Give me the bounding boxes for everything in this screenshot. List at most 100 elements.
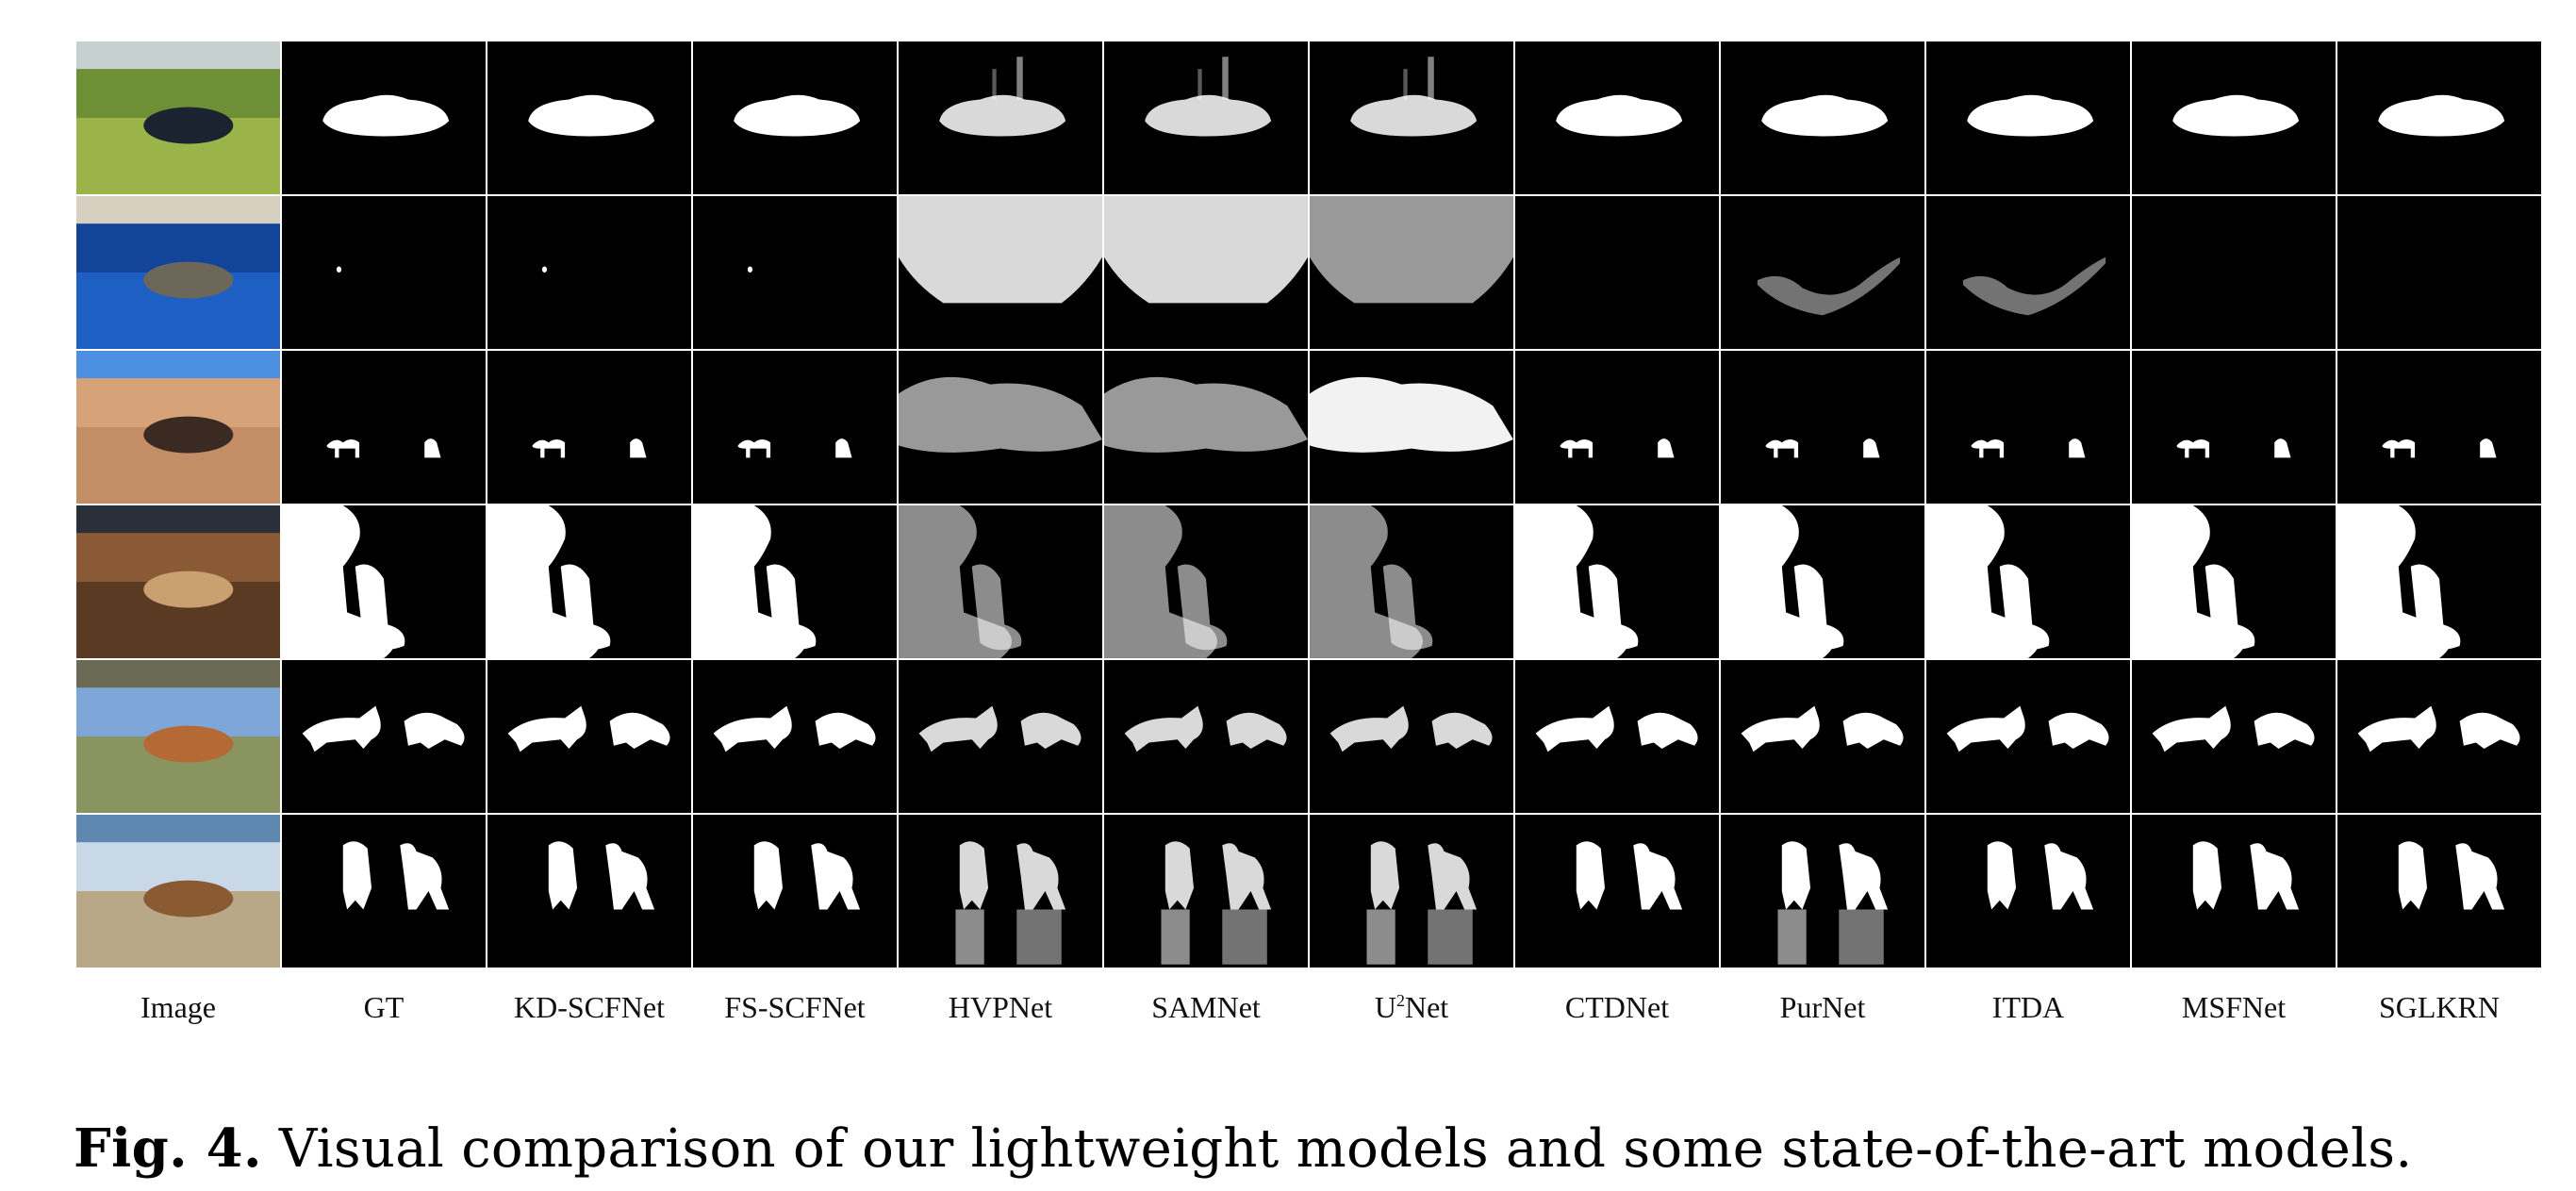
saliency-mask (548, 841, 655, 910)
saliency-map-r4-purnet (1721, 505, 1924, 658)
saliency-map-r5-fs-scfnet (693, 660, 897, 813)
saliency-mask (1576, 841, 1683, 910)
column-label-sglkrn: SGLKRN (2378, 990, 2500, 1024)
column-label-u2net: U2Net (1374, 990, 1449, 1024)
saliency-map-r1-u2net (1310, 41, 1513, 194)
saliency-mask (1946, 705, 2109, 753)
saliency-mask (1104, 196, 1308, 304)
saliency-map-r4-fs-scfnet (693, 505, 897, 658)
saliency-map-r5-purnet (1721, 660, 1924, 813)
column-label-fs-scfnet: FS-SCFNet (724, 990, 866, 1024)
saliency-map-r4-samnet (1104, 505, 1308, 658)
saliency-mask (1926, 505, 2050, 658)
saliency-mask (1556, 94, 1683, 137)
saliency-mask (1124, 705, 1287, 753)
saliency-mask (1765, 438, 1880, 458)
saliency-mask (1310, 505, 1433, 658)
saliency-map-r2-hvpnet (899, 196, 1102, 349)
saliency-map-r1-hvpnet (899, 41, 1102, 194)
saliency-map-r2-samnet (1104, 196, 1308, 349)
saliency-map-r4-hvpnet (899, 505, 1102, 658)
saliency-mask (1161, 841, 1272, 965)
saliency-mask (2337, 505, 2461, 658)
saliency-mask (528, 94, 655, 137)
saliency-map-r2-ctdnet (1515, 196, 1719, 349)
input-image-1 (76, 41, 280, 194)
saliency-map-r4-gt (282, 505, 486, 658)
saliency-mask (507, 705, 670, 753)
caption-text: Visual comparison of our lightweight mod… (278, 1118, 2413, 1180)
saliency-mask (1104, 505, 1228, 658)
saliency-map-r3-purnet (1721, 351, 1924, 504)
saliency-mask (2132, 196, 2336, 349)
saliency-mask (1777, 841, 1889, 965)
saliency-mask (2398, 841, 2505, 910)
saliency-map-r1-fs-scfnet (693, 41, 897, 194)
saliency-mask (2337, 196, 2541, 349)
saliency-map-r4-ctdnet (1515, 505, 1719, 658)
saliency-map-r6-gt (282, 815, 486, 968)
saliency-mask (2132, 505, 2255, 658)
saliency-map-r1-gt (282, 41, 486, 194)
saliency-map-r6-fs-scfnet (693, 815, 897, 968)
saliency-mask (1366, 841, 1478, 965)
saliency-mask (713, 705, 876, 753)
column-label-ctdnet: CTDNet (1564, 990, 1670, 1024)
saliency-map-r3-hvpnet (899, 351, 1102, 504)
saliency-mask (302, 705, 465, 753)
column-label-kd-scfnet: KD-SCFNet (513, 990, 665, 1024)
saliency-mask (282, 505, 405, 658)
saliency-map-r6-samnet (1104, 815, 1308, 968)
saliency-map-r5-gt (282, 660, 486, 813)
saliency-map-r6-ctdnet (1515, 815, 1719, 968)
saliency-mask (326, 438, 441, 458)
saliency-map-r5-sglkrn (2337, 660, 2541, 813)
saliency-mask (899, 505, 1022, 658)
saliency-map-r1-samnet (1104, 41, 1308, 194)
saliency-mask (737, 438, 852, 458)
saliency-map-r6-itda (1926, 815, 2130, 968)
saliency-mask (899, 376, 1102, 453)
scene-thumbnail (76, 351, 280, 504)
saliency-map-r5-samnet (1104, 660, 1308, 813)
scene-thumbnail (76, 505, 280, 658)
saliency-map-r3-sglkrn (2337, 351, 2541, 504)
saliency-map-r3-u2net (1310, 351, 1513, 504)
figure-caption: Fig. 4. Visual comparison of our lightwe… (74, 1117, 2544, 1180)
saliency-mask (1535, 705, 1698, 753)
saliency-mask (2357, 705, 2520, 753)
saliency-mask (1761, 94, 1889, 137)
saliency-mask (1967, 94, 2094, 137)
saliency-mask (2176, 438, 2291, 458)
saliency-mask (734, 94, 861, 137)
saliency-mask (1310, 376, 1513, 453)
saliency-map-r6-kd-scfnet (487, 815, 691, 968)
column-label-image: Image (140, 990, 216, 1024)
input-image-2 (76, 196, 280, 349)
saliency-map-r3-samnet (1104, 351, 1308, 504)
saliency-map-r4-itda (1926, 505, 2130, 658)
saliency-map-r6-hvpnet (899, 815, 1102, 968)
saliency-map-r2-u2net (1310, 196, 1513, 349)
saliency-map-r2-itda (1926, 196, 2130, 349)
saliency-mask (2192, 841, 2300, 910)
saliency-map-r6-sglkrn (2337, 815, 2541, 968)
column-label-itda: ITDA (1991, 990, 2065, 1024)
saliency-map-r2-sglkrn (2337, 196, 2541, 349)
saliency-mask (939, 57, 1066, 137)
saliency-map-r6-purnet (1721, 815, 1924, 968)
saliency-mask (955, 841, 1066, 965)
input-image-5 (76, 660, 280, 813)
saliency-map-r3-itda (1926, 351, 2130, 504)
saliency-map-r1-ctdnet (1515, 41, 1719, 194)
saliency-map-r2-gt (282, 196, 486, 349)
saliency-mask (532, 438, 647, 458)
input-image-4 (76, 505, 280, 658)
column-label-samnet: SAMNet (1151, 990, 1261, 1024)
saliency-map-r6-u2net (1310, 815, 1513, 968)
saliency-mask (918, 705, 1082, 753)
saliency-map-r3-ctdnet (1515, 351, 1719, 504)
saliency-map-r5-u2net (1310, 660, 1513, 813)
saliency-mask (1741, 705, 1904, 753)
saliency-mask (1329, 705, 1493, 753)
